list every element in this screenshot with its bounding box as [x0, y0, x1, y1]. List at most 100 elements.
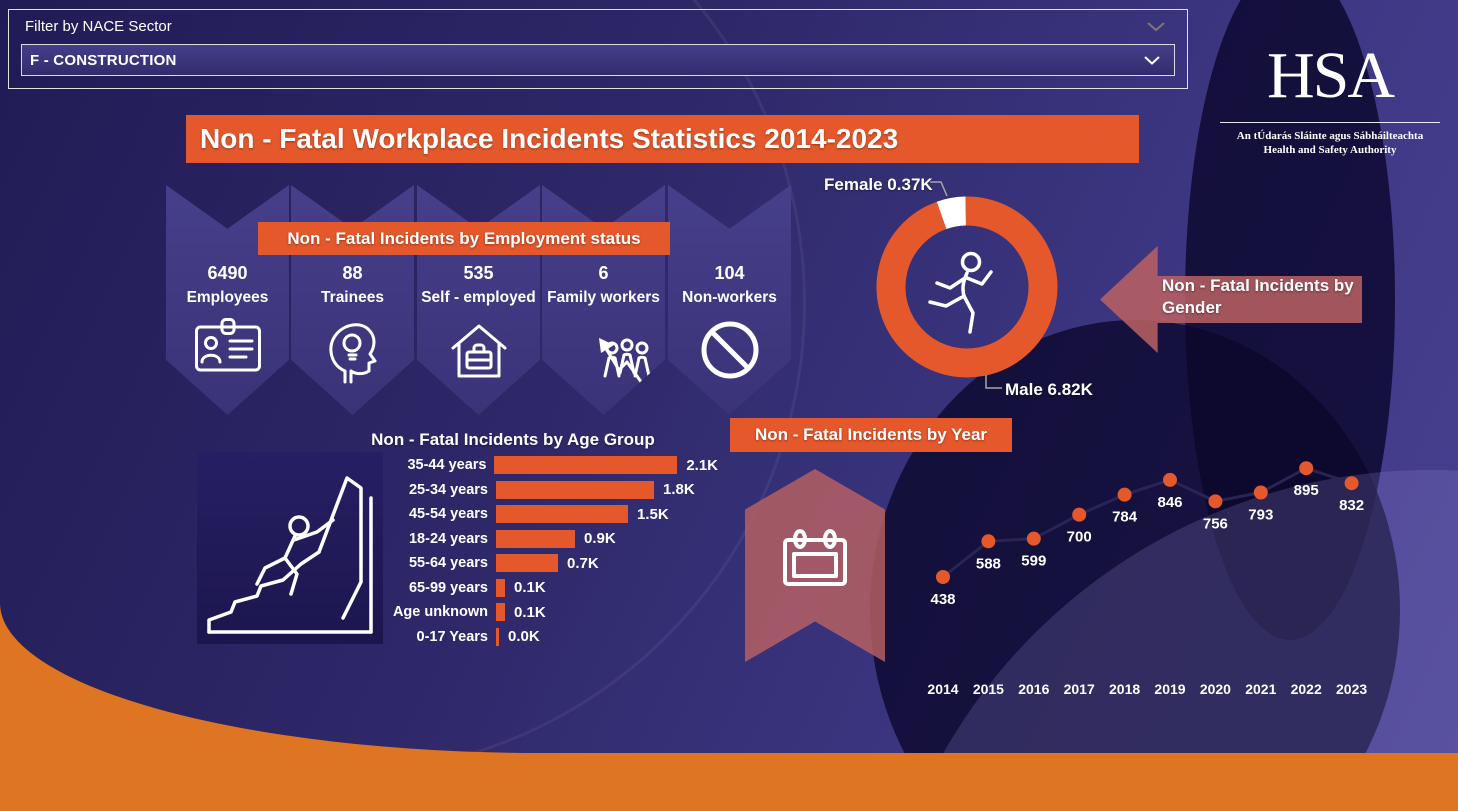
age-bar-row: 55-64 years 0.7K [358, 554, 718, 572]
year-data-point-2021[interactable] [1253, 485, 1268, 500]
age-category-label: Age unknown [392, 604, 488, 620]
age-category-label: 65-99 years [408, 579, 488, 596]
employment-label: Trainees [321, 289, 384, 306]
calendar-bookmark [745, 469, 885, 662]
age-bar[interactable] [496, 554, 558, 572]
age-bar-row: 65-99 years 0.1K [358, 578, 718, 597]
age-bar-row: 35-44 years 2.1K [358, 456, 718, 474]
age-value-label: 1.8K [663, 481, 695, 498]
employment-value: 104 [714, 263, 745, 283]
year-data-point-2019[interactable] [1163, 472, 1177, 487]
year-axis-label: 2021 [1245, 681, 1276, 697]
age-value-label: 0.7K [567, 554, 599, 572]
year-data-point-2016[interactable] [1026, 531, 1041, 546]
age-bar[interactable] [496, 529, 575, 548]
donut-slice-male[interactable] [876, 196, 1058, 378]
year-axis-label: 2019 [1154, 681, 1185, 697]
year-value-label: 846 [1157, 494, 1182, 511]
hsa-logo: HSA An tÚdarás Sláinte agus Sábháilteach… [1212, 34, 1448, 157]
hsa-divider [1220, 122, 1440, 123]
dashboard-background-panel: Filter by NACE Sector F - CONSTRUCTION H… [0, 0, 1458, 753]
year-data-point-2018[interactable] [1117, 487, 1132, 502]
age-bar-chart: 35-44 years 2.1K 25-34 years 1.8K 45-54 year… [358, 456, 718, 652]
hsa-wordmark: HSA [1266, 39, 1395, 112]
hsa-subtitle-english: Health and Safety Authority [1263, 144, 1397, 156]
year-banner: Non - Fatal Incidents by Year [730, 418, 1012, 452]
age-value-label: 2.1K [686, 456, 718, 474]
employment-value: 6490 [207, 263, 248, 283]
year-axis-label: 2016 [1018, 681, 1049, 697]
year-data-point-2020[interactable] [1208, 494, 1223, 509]
slicer-title: Filter by NACE Sector [25, 18, 172, 35]
year-data-point-2022[interactable] [1299, 461, 1314, 476]
employment-banner: Non - Fatal Incidents by Employment stat… [258, 222, 670, 255]
year-value-label: 784 [1112, 509, 1138, 526]
year-axis-label: 2020 [1200, 681, 1231, 697]
runner-icon [928, 251, 993, 334]
donut-label-connectors [930, 181, 1002, 389]
age-bar-row: 18-24 years 0.9K [358, 529, 718, 548]
age-chart-title: Non - Fatal Incidents by Age Group [371, 430, 655, 449]
age-category-label: 0-17 Years [416, 628, 489, 645]
year-axis-label: 2022 [1291, 681, 1322, 697]
age-bar[interactable] [494, 456, 678, 474]
trainee-head-icon [291, 318, 414, 384]
gender-donut-chart [876, 196, 1058, 378]
age-value-label: 0.1K [514, 579, 546, 596]
nace-dropdown-value: F - CONSTRUCTION [30, 51, 177, 69]
age-bar[interactable] [496, 603, 505, 621]
year-data-point-2015[interactable] [981, 534, 996, 549]
age-value-label: 1.5K [637, 505, 669, 523]
year-data-point-2023[interactable] [1344, 476, 1359, 491]
female-slice-label: Female 0.37K [824, 175, 933, 194]
age-bar[interactable] [496, 627, 499, 646]
year-value-label: 895 [1294, 482, 1319, 499]
nace-sector-slicer: Filter by NACE Sector F - CONSTRUCTION [8, 9, 1188, 89]
age-value-label: 0.1K [514, 603, 546, 621]
age-category-label: 25-34 years [408, 481, 488, 498]
year-axis-label: 2018 [1109, 681, 1140, 697]
age-category-label: 45-54 years [408, 506, 488, 522]
year-value-label: 756 [1203, 515, 1228, 532]
gender-banner-text: Non - Fatal Incidents by Gender [1162, 276, 1354, 317]
employment-value: 535 [463, 263, 494, 283]
age-category-label: 18-24 years [408, 530, 488, 547]
year-value-label: 793 [1248, 507, 1273, 524]
age-bar[interactable] [496, 505, 628, 523]
age-bar-row: 25-34 years 1.8K [358, 480, 718, 499]
age-category-label: 35-44 years [407, 457, 487, 473]
calendar-icon [783, 529, 847, 586]
climber-illustration [197, 452, 383, 644]
age-bar[interactable] [496, 480, 654, 499]
year-value-label: 599 [1021, 553, 1046, 570]
page-title: Non - Fatal Workplace Incidents Statisti… [186, 115, 1139, 163]
year-line-chart: 438 2014 588 2015 599 2016 700 2017 784 2018 846 20… [927, 461, 1367, 697]
year-axis-label: 2023 [1336, 681, 1367, 697]
nace-dropdown[interactable]: F - CONSTRUCTION [21, 44, 1175, 76]
donut-slice-female[interactable] [936, 196, 967, 230]
employment-label: Employees [186, 289, 269, 306]
employment-value: 6 [598, 263, 609, 283]
slicer-collapse-chevron-icon[interactable] [1147, 22, 1165, 32]
year-data-point-2017[interactable] [1072, 507, 1087, 522]
employment-label: Family workers [547, 289, 660, 306]
employment-label: Self - employed [421, 289, 536, 306]
year-axis-label: 2017 [1064, 681, 1095, 697]
age-value-label: 0.0K [508, 628, 540, 645]
age-bar-row: 0-17 Years 0.0K [358, 627, 718, 646]
year-line-path [942, 466, 1353, 579]
year-value-label: 700 [1067, 529, 1092, 546]
hsa-subtitle-irish: An tÚdarás Sláinte agus Sábháilteachta [1236, 130, 1424, 142]
chevron-down-icon [1144, 56, 1160, 65]
employment-card-employees[interactable]: 6490 Employees [166, 185, 289, 415]
year-value-label: 438 [930, 591, 955, 608]
year-axis-label: 2014 [927, 681, 958, 697]
age-bar-row: 45-54 years 1.5K [358, 505, 718, 523]
age-bar[interactable] [496, 578, 505, 597]
age-bar-row: Age unknown 0.1K [358, 603, 718, 621]
employment-value: 88 [342, 263, 363, 283]
age-category-label: 55-64 years [408, 555, 488, 571]
year-axis-label: 2015 [973, 681, 1004, 697]
year-data-point-2014[interactable] [936, 570, 950, 584]
